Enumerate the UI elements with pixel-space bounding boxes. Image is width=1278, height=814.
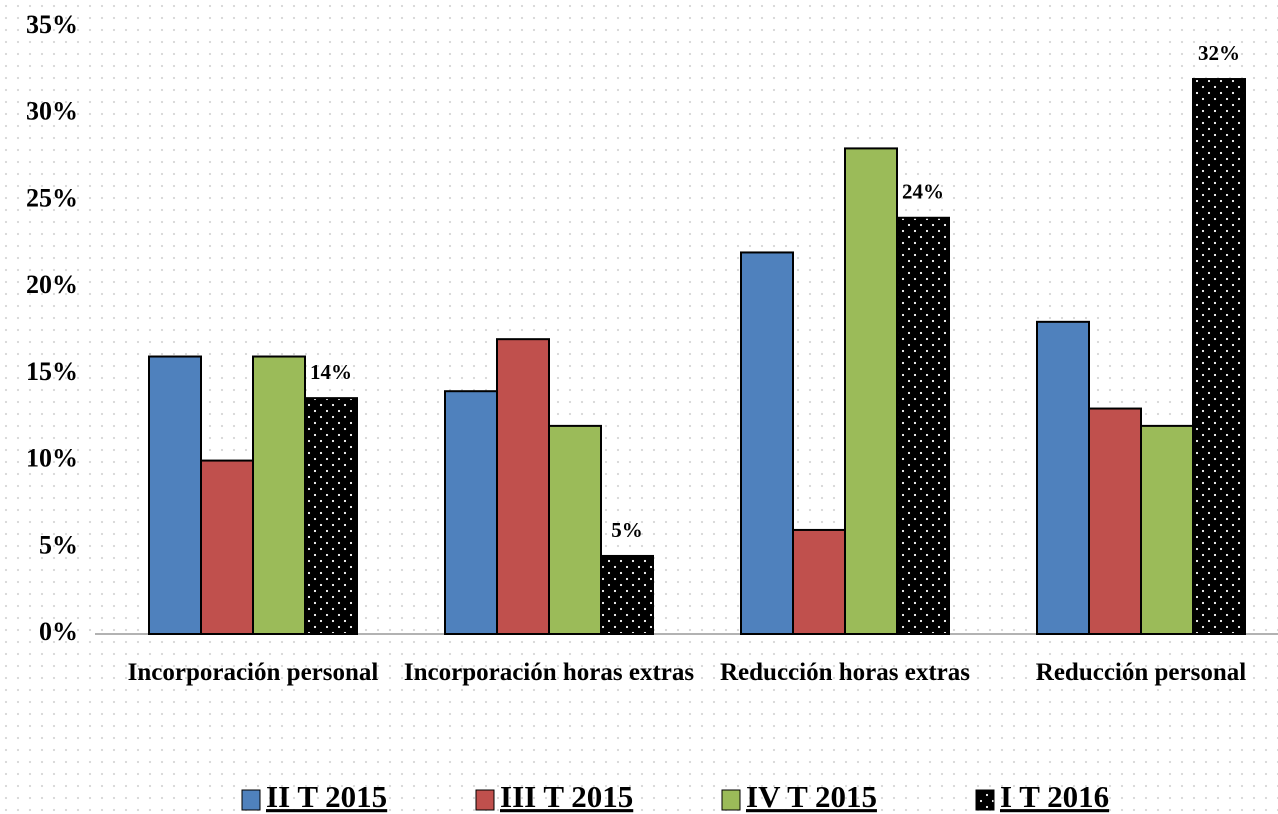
y-tick-label: 25% [26, 183, 78, 212]
legend-label: II T 2015 [266, 779, 387, 814]
bar [200, 459, 254, 636]
data-label: 32% [1198, 41, 1240, 65]
legend-swatch [975, 789, 995, 811]
bar [304, 397, 358, 635]
bar [600, 554, 654, 636]
bar [252, 355, 306, 635]
bar [792, 528, 846, 636]
bar [1192, 78, 1246, 636]
y-tick-label: 20% [26, 270, 78, 299]
y-tick-label: 35% [26, 10, 78, 39]
y-tick-label: 0% [39, 617, 78, 646]
data-label: 5% [611, 518, 643, 542]
y-tick-label: 15% [26, 357, 78, 386]
y-tick-label: 10% [26, 444, 78, 473]
legend-swatch [475, 789, 495, 811]
x-tick-label: Incorporación horas extras [403, 659, 695, 686]
legend-label: I T 2016 [1000, 779, 1109, 814]
bar [1140, 424, 1194, 635]
bar [844, 147, 898, 635]
data-label: 24% [902, 180, 944, 204]
y-tick-label: 5% [39, 530, 78, 559]
x-tick-label: Reducción horas extras [720, 659, 970, 686]
legend-swatch [241, 789, 261, 811]
legend-label: IV T 2015 [746, 779, 877, 814]
bar [896, 216, 950, 635]
bar [1036, 320, 1090, 635]
x-tick-label: Reducción personal [1035, 659, 1247, 686]
data-label: 14% [310, 360, 352, 384]
legend-swatch [721, 789, 741, 811]
bar [1088, 407, 1142, 635]
bar [444, 390, 498, 636]
y-tick-label: 30% [26, 97, 78, 126]
bar [148, 355, 202, 635]
bar [548, 424, 602, 635]
bar [496, 338, 550, 635]
bar [740, 251, 794, 635]
legend-label: III T 2015 [500, 779, 633, 814]
x-tick-label: Incorporación personal [127, 659, 379, 686]
